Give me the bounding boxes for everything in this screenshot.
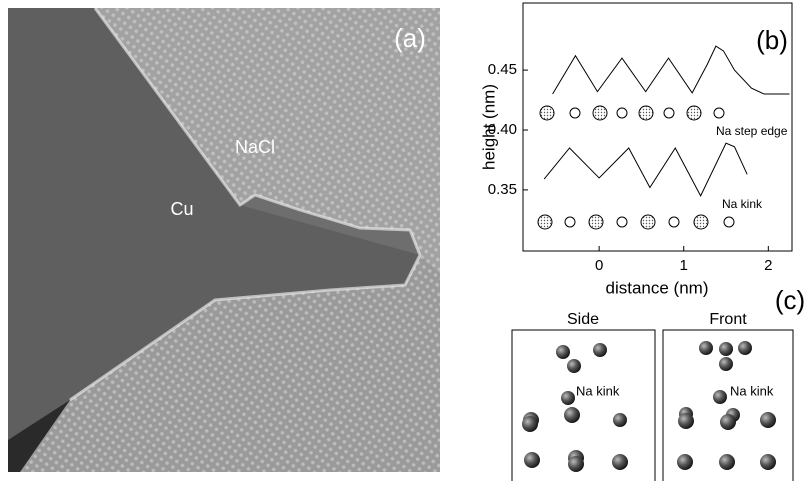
view-title: Side — [567, 311, 599, 328]
atom-row — [539, 105, 725, 121]
x-tick-label: 2 — [764, 257, 772, 274]
y-axis-label: height (nm) — [479, 84, 498, 170]
region-label: Cu — [170, 199, 193, 219]
region-label: NaCl — [235, 137, 275, 157]
panel-label: (a) — [394, 23, 426, 53]
y-tick-label: 0.35 — [488, 181, 517, 198]
line — [552, 45, 790, 95]
ball-models: (c) Side Front Na kink Na kink — [511, 285, 805, 481]
stm-image: (a) NaCl Cu — [8, 7, 440, 472]
x-tick-label: 0 — [595, 257, 603, 274]
series-label: Na step edge — [716, 124, 788, 138]
x-axis-label: distance (nm) — [606, 278, 709, 297]
line — [543, 142, 748, 197]
panel-label: (b) — [756, 25, 788, 55]
series-label: Na kink — [722, 197, 763, 211]
y-tick-label: 0.40 — [488, 121, 517, 138]
line-chart: (b) height (nm) distance (nm) 0.35 0.40 0.… — [479, 2, 793, 297]
annotation: Na kink — [730, 383, 774, 398]
view-title: Front — [709, 311, 747, 328]
atom-row — [537, 214, 735, 230]
x-tick-label: 1 — [680, 257, 688, 274]
annotation: Na kink — [576, 383, 620, 398]
panel-label: (c) — [775, 285, 805, 315]
y-tick-label: 0.45 — [488, 61, 517, 78]
